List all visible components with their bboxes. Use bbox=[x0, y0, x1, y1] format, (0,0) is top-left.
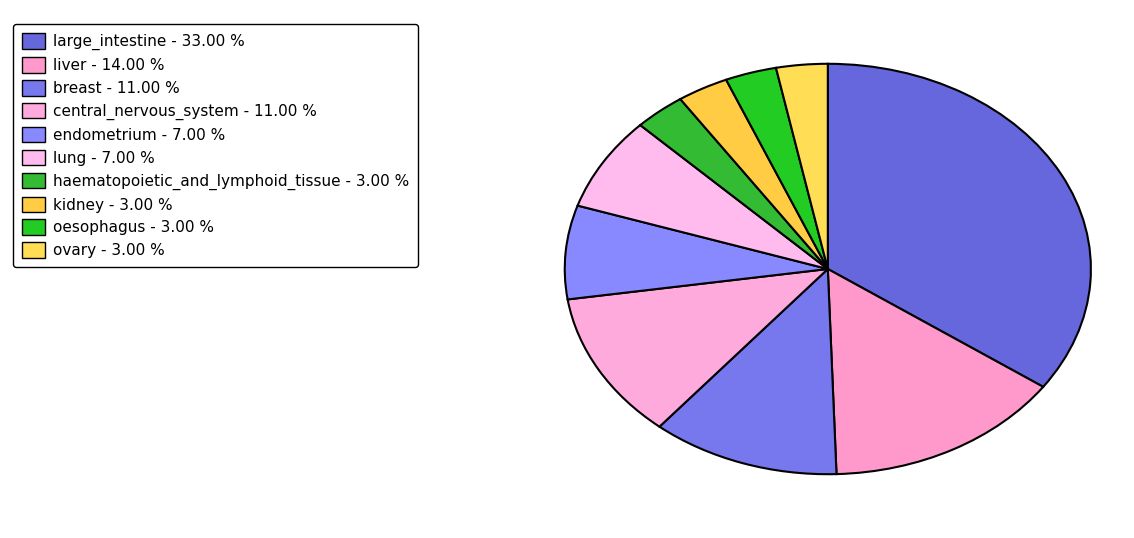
Wedge shape bbox=[828, 269, 1043, 474]
Wedge shape bbox=[680, 80, 828, 269]
Legend: large_intestine - 33.00 %, liver - 14.00 %, breast - 11.00 %, central_nervous_sy: large_intestine - 33.00 %, liver - 14.00… bbox=[14, 24, 418, 267]
Wedge shape bbox=[828, 64, 1091, 387]
Wedge shape bbox=[577, 125, 828, 269]
Wedge shape bbox=[776, 64, 828, 269]
Wedge shape bbox=[565, 206, 828, 300]
Wedge shape bbox=[641, 99, 828, 269]
Wedge shape bbox=[660, 269, 837, 474]
Wedge shape bbox=[726, 68, 828, 269]
Wedge shape bbox=[568, 269, 828, 427]
